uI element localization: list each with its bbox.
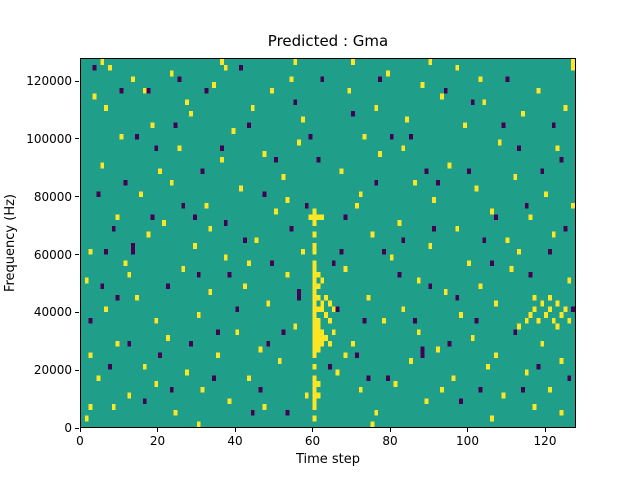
y-tick-mark [75, 80, 79, 82]
x-tick-mark [234, 428, 236, 432]
y-tick-label: 0 [64, 421, 72, 435]
x-tick-mark [389, 428, 391, 432]
y-tick-mark [75, 369, 79, 371]
x-tick-label: 40 [227, 434, 243, 448]
x-tick-mark [79, 428, 81, 432]
y-tick-label: 120000 [26, 74, 72, 89]
heatmap [81, 59, 575, 427]
chart-title: Predicted : Gma [267, 32, 389, 50]
x-tick-mark [467, 428, 468, 432]
y-tick-label: 40000 [33, 305, 72, 320]
x-tick-label: 100 [456, 434, 479, 448]
x-tick-mark [157, 428, 158, 432]
x-tick-label: 60 [304, 434, 321, 448]
x-tick-mark [312, 428, 313, 432]
y-tick-label: 20000 [33, 363, 72, 378]
y-tick-mark [75, 427, 79, 429]
y-tick-mark [75, 138, 79, 140]
y-tick-label: 60000 [33, 247, 72, 262]
x-tick-label: 20 [149, 434, 166, 448]
plot-area [80, 58, 576, 428]
x-axis-label: Time step [295, 452, 361, 467]
x-tick-label: 80 [382, 434, 398, 448]
y-tick-mark [75, 311, 79, 313]
x-tick-mark [544, 428, 546, 432]
y-tick-label: 80000 [33, 189, 72, 204]
x-tick-label: 120 [533, 434, 557, 448]
y-tick-label: 100000 [26, 131, 72, 146]
y-tick-mark [75, 196, 79, 198]
y-tick-mark [75, 254, 79, 256]
x-tick-label: 0 [76, 434, 84, 448]
